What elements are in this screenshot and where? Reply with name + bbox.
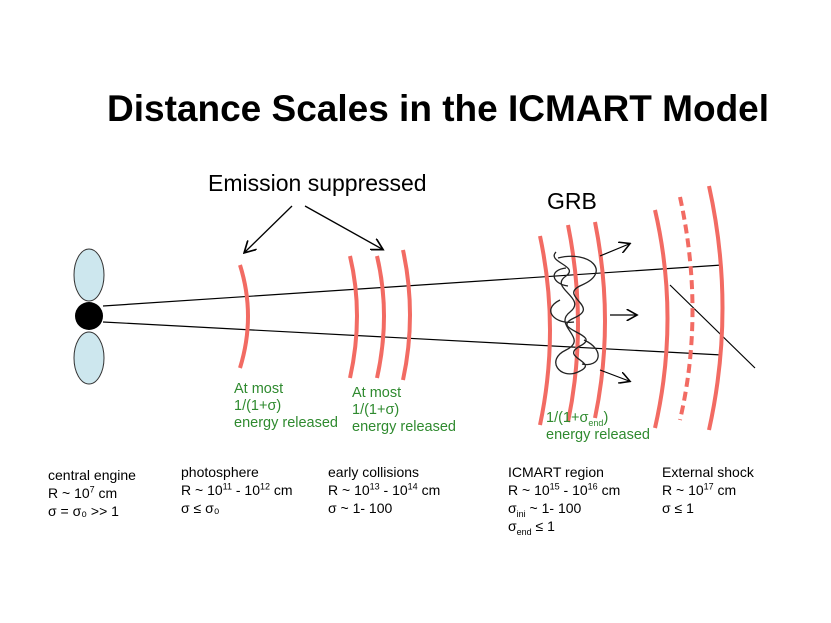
engine-upper-lobe — [73, 248, 105, 302]
arrow-to-photosphere — [245, 205, 293, 252]
collisions-note-line1: At most — [352, 385, 402, 401]
engine-core — [75, 302, 103, 330]
external-shock-shell-1 — [653, 209, 670, 429]
external-shock-diagonal-line — [669, 284, 756, 369]
stage-radius: R ~ 107 cm — [48, 484, 118, 501]
slide-title: Distance Scales in the ICMART Model — [107, 88, 770, 129]
arrow-to-collisions — [304, 205, 382, 249]
emission-suppressed-label: Emission suppressed — [208, 170, 427, 196]
tangled-field-lines — [550, 251, 599, 375]
external-shock-shell-dashed — [678, 196, 695, 421]
engine-lower-lobe — [73, 331, 105, 385]
stage-sigma: σ ~ 1- 100 — [328, 500, 393, 516]
collisions-note-line2: 1/(1+σ) — [352, 402, 400, 418]
stage-early-collisions: early collisions R ~ 1013 - 1014 cm σ ~ … — [328, 463, 440, 517]
stage-radius: R ~ 1017 cm — [662, 481, 737, 498]
collision-shell-2 — [375, 255, 386, 379]
stage-radius: R ~ 1013 - 1014 cm — [328, 481, 441, 498]
stage-name: early collisions — [328, 464, 420, 480]
icmart-energy-note: 1/(1+σend) energy released — [546, 410, 650, 444]
icmart-shell-2 — [566, 224, 580, 423]
collisions-note-line3: energy released — [352, 419, 456, 435]
stage-sigma: σ = σ₀ >> 1 — [48, 503, 119, 519]
collision-shell-1 — [348, 255, 359, 379]
collision-shell-3 — [401, 249, 412, 381]
stage-name: central engine — [48, 467, 136, 483]
stage-photosphere: photosphere R ~ 1011 - 1012 cm σ ≤ σ₀ — [181, 463, 293, 517]
stage-sigma: σ ≤ 1 — [662, 500, 694, 516]
stage-name: photosphere — [181, 464, 259, 480]
jet-upper-line — [102, 264, 723, 307]
stage-central-engine: central engine R ~ 107 cm σ = σ₀ >> 1 — [48, 466, 136, 520]
stage-name: ICMART region — [508, 464, 604, 480]
photosphere-shell — [238, 264, 250, 369]
stage-sigma-ini: σini ~ 1- 100 — [508, 500, 582, 519]
icmart-note-line1: 1/(1+σend) — [546, 410, 609, 428]
grb-emission-arrow-1 — [599, 244, 629, 257]
stage-sigma-end: σend ≤ 1 — [508, 518, 555, 537]
photosphere-note-line1: At most — [234, 381, 284, 397]
external-shock-shell-2 — [707, 185, 725, 431]
stage-name: External shock — [662, 464, 754, 480]
photosphere-note-line2: 1/(1+σ) — [234, 398, 282, 414]
jet-lower-line — [102, 321, 723, 356]
stage-external-shock: External shock R ~ 1017 cm σ ≤ 1 — [662, 463, 754, 517]
icmart-shell-1 — [538, 235, 552, 426]
stage-radius: R ~ 1011 - 1012 cm — [181, 481, 293, 498]
photosphere-energy-note: At most 1/(1+σ) energy released — [234, 381, 338, 432]
icmart-note-line2: energy released — [546, 427, 650, 443]
stage-icmart-region: ICMART region R ~ 1015 - 1016 cm σini ~ … — [508, 463, 621, 537]
photosphere-note-line3: energy released — [234, 415, 338, 431]
grb-label: GRB — [547, 188, 597, 214]
grb-emission-arrow-3 — [599, 369, 629, 381]
collisions-energy-note: At most 1/(1+σ) energy released — [352, 385, 456, 436]
stage-radius: R ~ 1015 - 1016 cm — [508, 481, 621, 498]
icmart-shell-3 — [593, 221, 607, 419]
stage-sigma: σ ≤ σ₀ — [181, 500, 220, 516]
